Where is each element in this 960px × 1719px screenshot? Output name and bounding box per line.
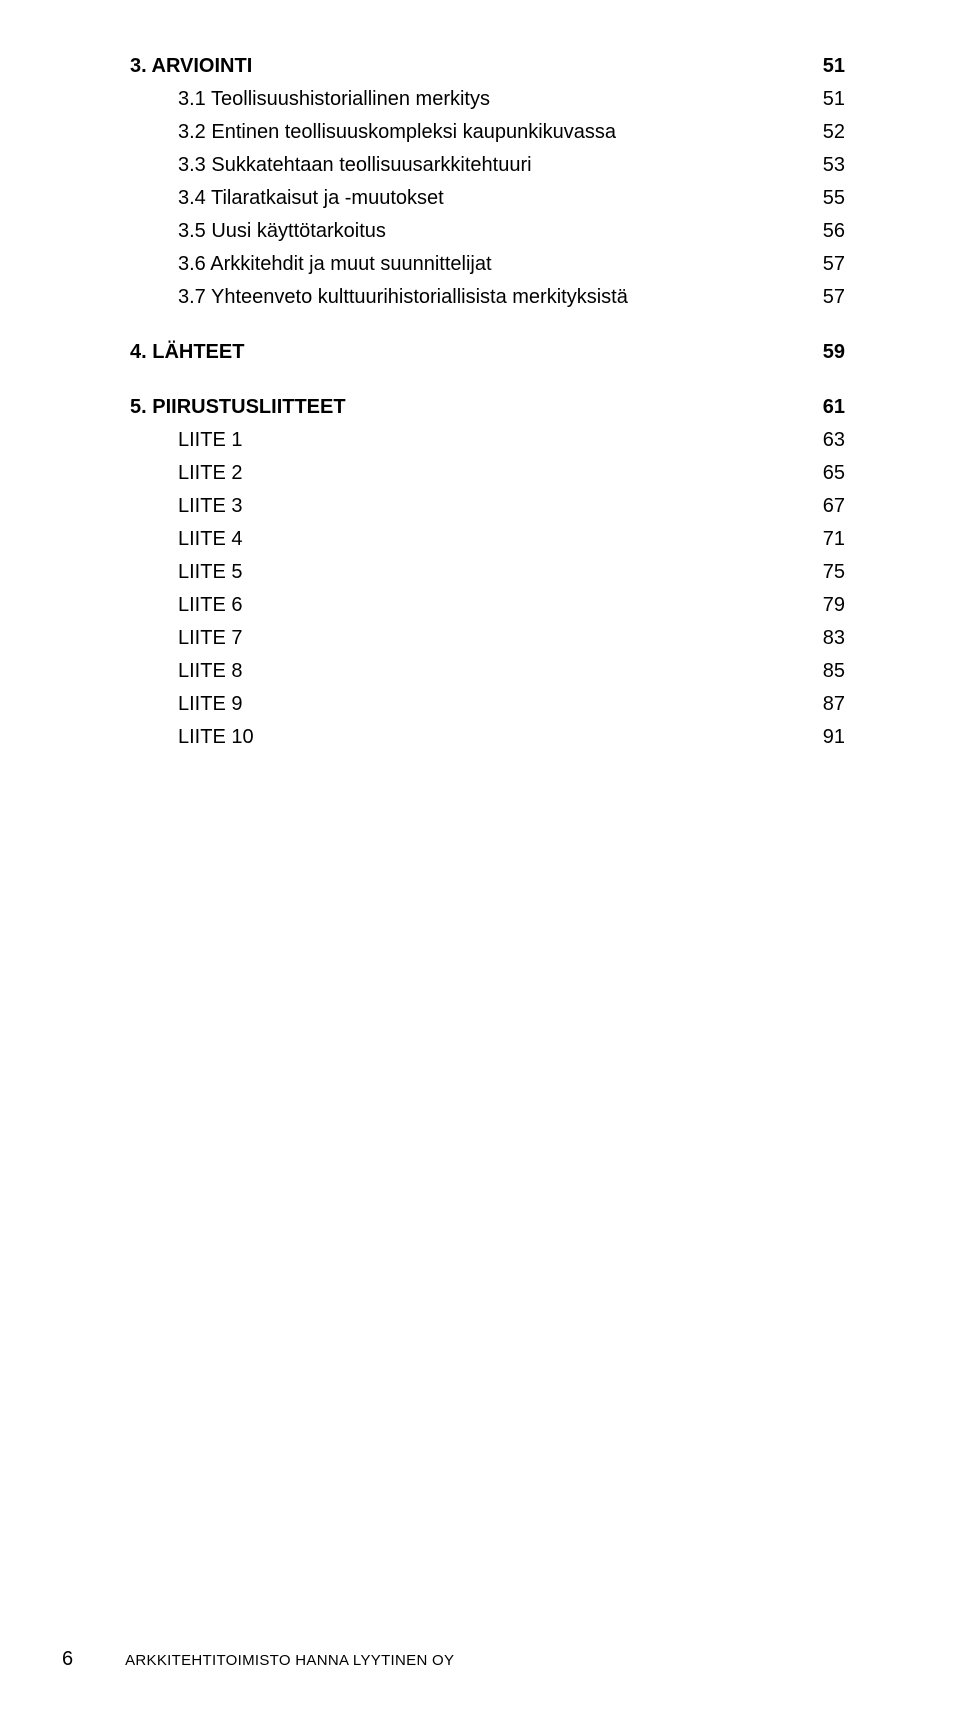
toc-page: 75 bbox=[803, 561, 845, 584]
toc-label: LIITE 8 bbox=[178, 660, 242, 683]
toc-label: LIITE 4 bbox=[178, 528, 242, 551]
footer-text: ARKKITEHTITOIMISTO HANNA LYYTINEN OY bbox=[125, 1652, 454, 1669]
toc-sub-item: LIITE 2 65 bbox=[130, 462, 845, 485]
toc-page: 51 bbox=[803, 55, 845, 78]
toc-label: 4. LÄHTEET bbox=[130, 341, 244, 364]
toc-page: 53 bbox=[803, 154, 845, 177]
toc-page: 67 bbox=[803, 495, 845, 518]
toc-page: 85 bbox=[803, 660, 845, 683]
toc-page: 91 bbox=[803, 726, 845, 749]
toc-sub-item: LIITE 10 91 bbox=[130, 726, 845, 749]
toc-sub-item: LIITE 8 85 bbox=[130, 660, 845, 683]
toc-sub-item: LIITE 7 83 bbox=[130, 627, 845, 650]
toc-sub-item: 3.4 Tilaratkaisut ja -muutokset 55 bbox=[130, 187, 845, 210]
toc-page: 59 bbox=[803, 341, 845, 364]
toc-label: LIITE 5 bbox=[178, 561, 242, 584]
toc-label: 3.1 Teollisuushistoriallinen merkitys bbox=[178, 88, 490, 111]
toc-heading: 3. ARVIOINTI 51 bbox=[130, 55, 845, 78]
toc-label: LIITE 6 bbox=[178, 594, 242, 617]
toc-page: 61 bbox=[803, 396, 845, 419]
toc-sub-item: LIITE 9 87 bbox=[130, 693, 845, 716]
toc-label: 3. ARVIOINTI bbox=[130, 55, 252, 78]
toc-page: 83 bbox=[803, 627, 845, 650]
toc-label: LIITE 3 bbox=[178, 495, 242, 518]
toc-page: 57 bbox=[803, 253, 845, 276]
toc-sub-item: 3.1 Teollisuushistoriallinen merkitys 51 bbox=[130, 88, 845, 111]
toc-page: 71 bbox=[803, 528, 845, 551]
toc-page: 52 bbox=[803, 121, 845, 144]
toc-sub-item: LIITE 6 79 bbox=[130, 594, 845, 617]
toc-page: 65 bbox=[803, 462, 845, 485]
toc-page: 55 bbox=[803, 187, 845, 210]
toc-sub-item: 3.5 Uusi käyttötarkoitus 56 bbox=[130, 220, 845, 243]
toc-label: LIITE 2 bbox=[178, 462, 242, 485]
toc-label: 3.3 Sukkatehtaan teollisuusarkkitehtuuri bbox=[178, 154, 532, 177]
toc-page: 63 bbox=[803, 429, 845, 452]
toc-label: 3.4 Tilaratkaisut ja -muutokset bbox=[178, 187, 444, 210]
toc-page: 51 bbox=[803, 88, 845, 111]
toc-page: 79 bbox=[803, 594, 845, 617]
toc-label: 3.6 Arkkitehdit ja muut suunnittelijat bbox=[178, 253, 492, 276]
toc-label: 3.5 Uusi käyttötarkoitus bbox=[178, 220, 386, 243]
toc-label: LIITE 7 bbox=[178, 627, 242, 650]
toc-label: LIITE 1 bbox=[178, 429, 242, 452]
toc-page: 56 bbox=[803, 220, 845, 243]
toc-label: 5. PIIRUSTUSLIITTEET bbox=[130, 396, 346, 419]
footer-page-number: 6 bbox=[62, 1648, 73, 1671]
toc-label: LIITE 10 bbox=[178, 726, 254, 749]
toc-page: 87 bbox=[803, 693, 845, 716]
toc-sub-item: LIITE 5 75 bbox=[130, 561, 845, 584]
toc-label: 3.7 Yhteenveto kulttuurihistoriallisista… bbox=[178, 286, 628, 309]
page-footer: 6 ARKKITEHTITOIMISTO HANNA LYYTINEN OY bbox=[0, 1648, 960, 1671]
toc-sub-item: 3.6 Arkkitehdit ja muut suunnittelijat 5… bbox=[130, 253, 845, 276]
page-content: 3. ARVIOINTI 51 3.1 Teollisuushistoriall… bbox=[0, 0, 960, 749]
toc-label: LIITE 9 bbox=[178, 693, 242, 716]
toc-heading: 4. LÄHTEET 59 bbox=[130, 341, 845, 364]
toc-label: 3.2 Entinen teollisuuskompleksi kaupunki… bbox=[178, 121, 616, 144]
toc-sub-item: 3.2 Entinen teollisuuskompleksi kaupunki… bbox=[130, 121, 845, 144]
toc-page: 57 bbox=[803, 286, 845, 309]
toc-sub-item: 3.3 Sukkatehtaan teollisuusarkkitehtuuri… bbox=[130, 154, 845, 177]
toc-sub-item: 3.7 Yhteenveto kulttuurihistoriallisista… bbox=[130, 286, 845, 309]
toc-sub-item: LIITE 1 63 bbox=[130, 429, 845, 452]
toc-sub-item: LIITE 3 67 bbox=[130, 495, 845, 518]
toc-heading: 5. PIIRUSTUSLIITTEET 61 bbox=[130, 396, 845, 419]
toc-sub-item: LIITE 4 71 bbox=[130, 528, 845, 551]
